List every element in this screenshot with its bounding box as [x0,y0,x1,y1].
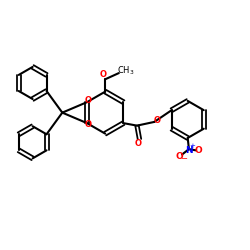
Text: O: O [84,120,91,129]
Text: −: − [180,154,187,163]
Text: O: O [84,96,91,106]
Text: N: N [185,146,193,155]
Text: +: + [189,143,195,149]
Text: O: O [194,146,202,155]
Text: O: O [100,70,107,79]
Text: CH$_3$: CH$_3$ [118,64,135,77]
Text: O: O [176,152,184,160]
Text: O: O [154,116,161,125]
Text: O: O [135,139,142,148]
